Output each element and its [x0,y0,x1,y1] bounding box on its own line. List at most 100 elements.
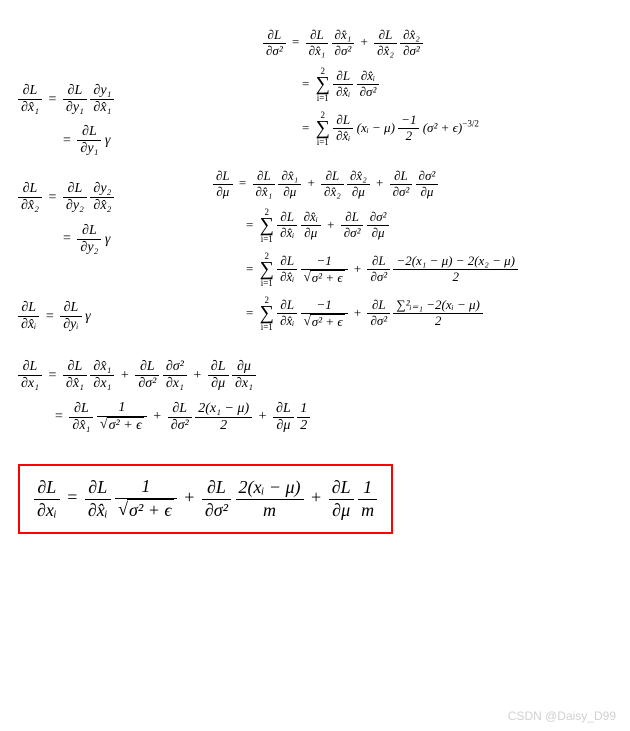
eq-dL-dx2hat: ∂L∂x̂₂ = ∂L∂y₂ ∂y₂∂x̂₂ [18,181,213,214]
t: ∂μ [347,185,370,200]
t: ∂x̂₁ [253,185,276,200]
t: = [236,175,249,190]
eq-dL-dsigma2-line2: = 2∑i=1 ∂L∂x̂ᵢ ∂x̂ᵢ∂σ² [213,67,612,103]
t: ∂σ² [263,44,286,59]
t: ∂x̂₂ [400,28,423,44]
t: ∂x̂₂ [18,198,42,214]
t: ∂L [277,210,297,226]
watermark-text: CSDN @Daisy_D99 [508,709,616,723]
t: ∂L [213,169,233,185]
t: ∂L [341,210,364,226]
eq-dL-dmu-line1: ∂L∂μ = ∂L∂x̂₁ ∂x̂₁∂μ + ∂L∂x̂₂ ∂x̂₂∂μ + ∂… [213,169,612,200]
t: ∂L [63,83,87,100]
t: ∂L [63,181,87,198]
t: ∂L [390,169,413,185]
t: γ [85,309,91,324]
t: + [308,487,324,507]
t: σ² + ϵ [107,417,144,434]
t: 1 [358,477,377,500]
t: −2(x₁ − μ) − 2(x₂ − μ) [393,254,518,270]
t: ∂L [85,477,111,500]
t: ∂L [77,223,101,240]
eq-dL-dmu-line4: = 2∑i=1 ∂L∂x̂ᵢ −1σ² + ϵ + ∂L∂σ² ∑²ᵢ₌₁ −2… [213,296,612,332]
eq-dL-dx1hat: ∂L∂x̂₁ = ∂L∂y₁ ∂y₁∂x̂₁ [18,83,213,116]
t: = [243,261,256,276]
t: ∂y₁ [77,141,101,157]
t: + [118,368,132,383]
t: = [46,368,60,383]
t: ∂L [202,477,231,500]
t: ∂L [263,28,286,44]
t: ∂L [208,359,229,376]
t: ∂L [77,124,101,141]
t: ∂L [18,359,42,376]
t: 2(xᵢ − μ) [236,477,304,500]
eq-dL-dsigma2-line3: = 2∑i=1 ∂L∂x̂ᵢ (xᵢ − μ) −12 (σ² + ϵ)−3/2 [213,111,612,147]
t: ∂L [306,28,329,44]
t: ∂x₁ [90,376,114,392]
t: ∂x̂₁ [69,418,93,434]
t: (σ² + ϵ) [423,120,462,135]
boxed-final-equation: ∂L∂xᵢ = ∂L∂x̂ᵢ 1σ² + ϵ + ∂L∂σ² 2(xᵢ − μ)… [18,464,393,534]
t: σ² + ϵ [127,499,174,522]
t: ∂L [135,359,159,376]
t: ∂L [277,254,297,270]
t: = [64,487,80,507]
t: + [181,487,197,507]
t: ∂x̂₁ [90,100,114,116]
eq-dL-dx2hat-b: = ∂L∂y₂ γ [18,223,213,256]
t: 2 [393,270,518,285]
t: ∂σ² [400,44,423,59]
right-column: ∂L∂σ² = ∂L∂x̂₁ ∂x̂₁∂σ² + ∂L∂x̂₂ ∂x̂₂∂σ² … [213,20,612,340]
t: ∂L [69,401,93,418]
t: = [299,120,312,135]
t: ∂L [18,83,42,100]
t: i=1 [316,92,330,103]
t: = [60,133,74,148]
t: = [46,190,60,205]
t: ∂x̂ᵢ [301,210,321,226]
t: ∂x̂ᵢ [277,226,297,241]
t: ∂μ [367,226,390,241]
t: ∂x̂₁ [90,359,114,376]
t: ∂y₂ [77,240,101,256]
t: ∂σ² [163,359,187,376]
t: ∂x̂₁ [332,28,355,44]
t: + [150,409,164,424]
t: ∂σ² [367,210,390,226]
t: + [324,217,337,232]
t: ∂σ² [341,226,364,241]
t: ∂x̂₁ [63,376,87,392]
t: ∂x̂ᵢ [357,69,380,85]
t: ∂xᵢ [34,500,60,522]
t: ∂y₁ [90,83,114,100]
t: = [243,217,256,232]
t: = [243,305,256,320]
t: ∂x̂₁ [18,100,42,116]
t: + [358,34,371,49]
t: ∂L [277,298,297,314]
t: ∂L [329,477,354,500]
left-column: ∂L∂x̂₁ = ∂L∂y₁ ∂y₁∂x̂₁ = ∂L∂y₁ γ ∂L∂x̂₂ … [18,20,213,341]
t: ∂L [34,477,60,500]
t: 2 [393,314,482,329]
t: ∂L [367,298,390,314]
t: ∂μ [416,185,439,200]
t: = [43,309,57,324]
t: γ [105,231,111,246]
t: ∂L [333,113,353,129]
t: −1 [301,298,348,314]
eq-dL-dmu-line3: = 2∑i=1 ∂L∂x̂ᵢ −1σ² + ϵ + ∂L∂σ² −2(x₁ − … [213,252,612,288]
t: ∂x̂ᵢ [18,317,39,333]
t: m [358,500,377,522]
t: ∂σ² [357,85,380,100]
t: i=1 [260,321,274,332]
t: ∂μ [208,376,229,392]
t: ∂L [18,300,39,317]
t: ∂x̂₁ [278,169,301,185]
t: = [46,92,60,107]
t: ∂x̂ᵢ [277,314,297,329]
top-row: ∂L∂x̂₁ = ∂L∂y₁ ∂y₁∂x̂₁ = ∂L∂y₁ γ ∂L∂x̂₂ … [18,20,612,341]
t: 2 [398,129,419,144]
t: −1 [301,254,348,270]
